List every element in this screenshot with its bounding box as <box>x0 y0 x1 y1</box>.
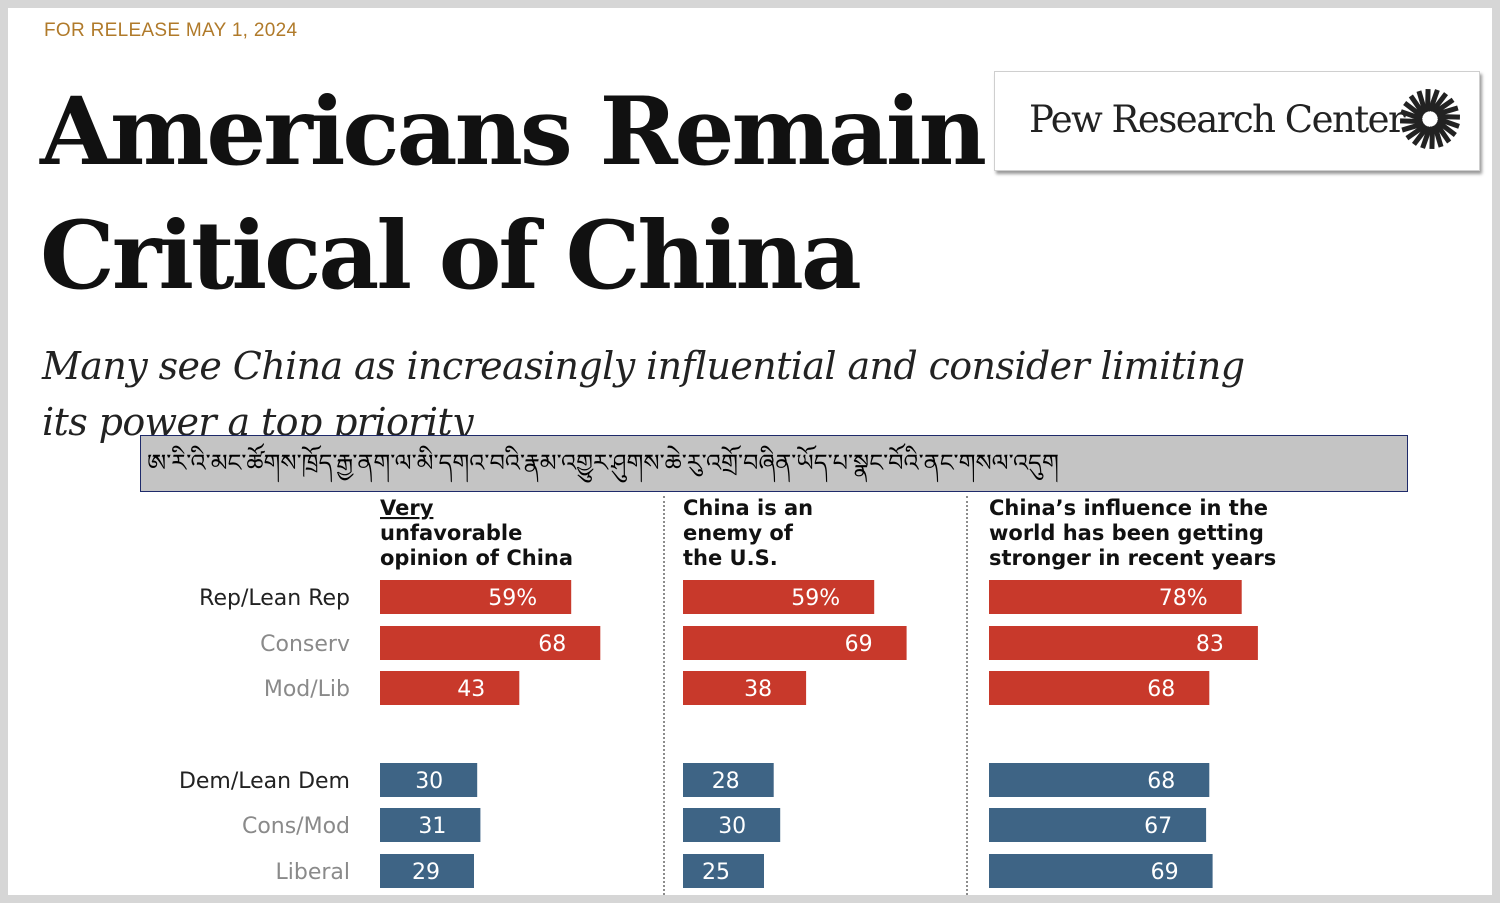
sunburst-ray <box>1401 121 1425 133</box>
column-divider <box>663 496 665 895</box>
sunburst-ray <box>1436 119 1457 138</box>
sunburst-ray <box>1403 100 1424 119</box>
column-header-line: Very <box>380 496 434 520</box>
bar-value-label: 68 <box>1147 769 1175 794</box>
bar <box>989 671 1210 705</box>
page: FOR RELEASE MAY 1, 2024 Americans Remain… <box>8 8 1492 895</box>
column-header-line: enemy of <box>683 521 794 545</box>
bar <box>380 580 572 614</box>
bar <box>989 854 1213 888</box>
tibetan-caption-box: ཨ་རི་འི་མང་ཚོགས་ཁྲོད་རྒྱ་ནག་ལ་མི་དགའ་བའི… <box>140 435 1408 492</box>
column-divider <box>966 496 968 895</box>
column-header-line: China’s influence in the <box>989 496 1268 520</box>
bar-value-label: 29 <box>412 860 440 885</box>
bar <box>683 808 781 842</box>
release-date: FOR RELEASE MAY 1, 2024 <box>44 20 298 41</box>
sunburst-ray <box>1437 116 1460 129</box>
bar <box>989 808 1207 842</box>
column-header-line: stronger in recent years <box>989 546 1276 570</box>
sunburst-ray <box>1434 122 1452 144</box>
row-label: Mod/Lib <box>264 677 350 702</box>
bar-value-label: 28 <box>712 769 740 794</box>
bar-value-label: 43 <box>457 677 485 702</box>
row-label: Cons/Mod <box>242 814 350 839</box>
bar <box>683 671 807 705</box>
bar-value-label: 38 <box>744 677 772 702</box>
sunburst-ray <box>1437 114 1461 120</box>
column-header-line: opinion of China <box>380 546 573 570</box>
bar-value-label: 68 <box>538 632 566 657</box>
sunburst-ray <box>1411 125 1430 146</box>
bar <box>380 854 474 888</box>
headline-line-2: Critical of China <box>40 201 862 311</box>
bar <box>989 580 1242 614</box>
column-header-line: world has been getting <box>989 521 1264 545</box>
bar <box>683 763 774 797</box>
sunburst-ray <box>1408 94 1426 116</box>
sunburst-ray <box>1435 105 1459 117</box>
bar-value-label: 30 <box>718 814 746 839</box>
sunburst-ray <box>1420 126 1433 149</box>
row-label: Conserv <box>260 632 350 657</box>
headline-line-1: Americans Remain <box>40 77 987 187</box>
column-header-line: the U.S. <box>683 546 778 570</box>
sunburst-ray <box>1432 124 1444 148</box>
bar-value-label: 59% <box>488 586 537 611</box>
bar-value-label: 30 <box>415 769 443 794</box>
bar <box>683 626 907 660</box>
pew-logo: Pew Research Center <box>994 71 1480 171</box>
sunburst-ray <box>1399 118 1423 124</box>
bar <box>380 808 481 842</box>
logo-text: Pew Research Center <box>1029 98 1406 141</box>
sunburst-ray <box>1416 90 1428 114</box>
bar-value-label: 78% <box>1159 586 1208 611</box>
row-label: Rep/Lean Rep <box>199 586 350 611</box>
bar <box>683 854 764 888</box>
bar <box>683 580 875 614</box>
row-labels: Rep/Lean Rep Conserv Mod/Lib Dem/Lean Dem Co… <box>179 586 350 885</box>
sunburst-logo-icon <box>1399 88 1461 150</box>
bar-value-label: 67 <box>1144 814 1172 839</box>
subtitle-line-1: Many see China as increasingly influenti… <box>42 344 1245 388</box>
bar <box>380 626 601 660</box>
bar-value-label: 31 <box>418 814 446 839</box>
bar-value-label: 68 <box>1147 677 1175 702</box>
sunburst-ray <box>1427 89 1440 112</box>
bar <box>989 763 1210 797</box>
bar-value-label: 25 <box>702 860 730 885</box>
sunburst-ray <box>1430 92 1449 113</box>
bar-value-label: 69 <box>845 632 873 657</box>
column-header-line: China is an <box>683 496 813 520</box>
sunburst-ray <box>1405 123 1427 141</box>
sunburst-ray <box>1433 97 1455 115</box>
sunburst-ray <box>1429 126 1435 150</box>
row-label: Liberal <box>275 860 350 885</box>
sunburst-ray <box>1425 88 1431 112</box>
headline: Americans Remain Critical of China <box>40 70 1040 318</box>
column-header-line: unfavorable <box>380 521 522 545</box>
row-label: Dem/Lean Dem <box>179 769 350 794</box>
bar-value-label: 69 <box>1151 860 1179 885</box>
bar-value-label: 83 <box>1196 632 1224 657</box>
bar <box>380 763 478 797</box>
bar <box>989 626 1258 660</box>
bar <box>380 671 520 705</box>
bar-value-label: 59% <box>791 586 840 611</box>
sunburst-ray <box>1400 109 1423 122</box>
